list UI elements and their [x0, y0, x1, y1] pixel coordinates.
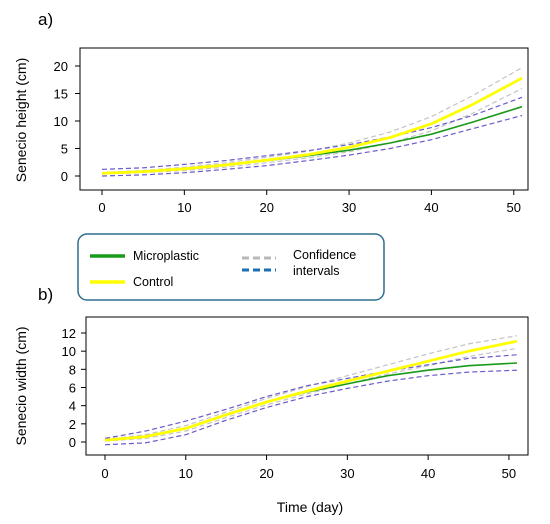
panel-a-y-axis-title: Senecio height (cm) [13, 58, 29, 183]
panel-b-ytick-label: 2 [69, 417, 76, 432]
panel-a-ci-line-1 [101, 87, 523, 175]
panel-a-xtick-label: 10 [177, 200, 191, 215]
panel-b-label: b) [38, 285, 53, 304]
panel-b-ytick-label: 6 [69, 381, 76, 396]
panel-b-series-control [104, 339, 518, 442]
panel-b-xtick-label: 20 [259, 466, 273, 481]
panel-b-ytick-label: 10 [62, 344, 76, 359]
panel-a-height-chart: a) 0 5 10 15 20 0 10 20 30 40 50 Senecio height (cm) [13, 10, 529, 215]
panel-a-ytick-label: 0 [61, 169, 68, 184]
panel-b-ytick-label: 12 [62, 326, 76, 341]
panel-b-y-axis-title: Senecio width (cm) [13, 326, 29, 445]
x-axis-title: Time (day) [277, 499, 343, 515]
legend-frame [77, 233, 385, 301]
legend-label-microplastic: Microplastic [133, 249, 199, 263]
panel-a-ytick-label: 20 [54, 59, 68, 74]
panel-a-label: a) [38, 10, 53, 29]
panel-a-ytick-label: 15 [54, 87, 68, 102]
panel-b-ytick-label: 8 [69, 362, 76, 377]
panel-a-xtick-label: 50 [507, 200, 521, 215]
panel-b-xtick-label: 30 [340, 466, 354, 481]
panel-b-ytick-label: 4 [69, 399, 76, 414]
panel-a-xtick-label: 0 [98, 200, 105, 215]
panel-a-ytick-label: 10 [54, 114, 68, 129]
panel-a-ytick-label: 5 [61, 142, 68, 157]
panel-b-ci-line-0 [104, 335, 518, 440]
legend-label-ci-line2: intervals [293, 264, 340, 278]
panel-a-ci-line-0 [101, 67, 523, 174]
panel-a-series-control [101, 76, 523, 175]
panel-a-ci-line-2 [101, 96, 523, 170]
panel-b-ytick-label: 0 [69, 435, 76, 450]
panel-b-ci-line-2 [104, 354, 518, 439]
panel-b-plot-frame [85, 316, 529, 456]
panel-b-series-microplastic [104, 362, 518, 441]
legend-label-ci-line1: Confidence [293, 248, 356, 262]
legend: Microplastic Control Confidence interval… [77, 233, 385, 301]
panel-b-xtick-label: 50 [502, 466, 516, 481]
panel-a-xtick-label: 20 [259, 200, 273, 215]
panel-b-xtick-label: 10 [179, 466, 193, 481]
legend-label-control: Control [133, 275, 173, 289]
panel-a-ci-line-3 [101, 114, 523, 177]
panel-b-xtick-label: 0 [101, 466, 108, 481]
panel-b-width-chart: b) 0 2 4 6 8 10 12 0 10 20 30 40 50 Senecio width (cm) [13, 285, 529, 481]
panel-b-xtick-label: 40 [421, 466, 435, 481]
panel-b-ci-line-1 [104, 347, 518, 442]
panel-a-series-microplastic [101, 105, 523, 175]
panel-b-ci-line-3 [104, 369, 518, 446]
panel-a-plot-frame [79, 47, 529, 191]
panel-a-xtick-label: 40 [424, 200, 438, 215]
panel-a-xtick-label: 30 [342, 200, 356, 215]
